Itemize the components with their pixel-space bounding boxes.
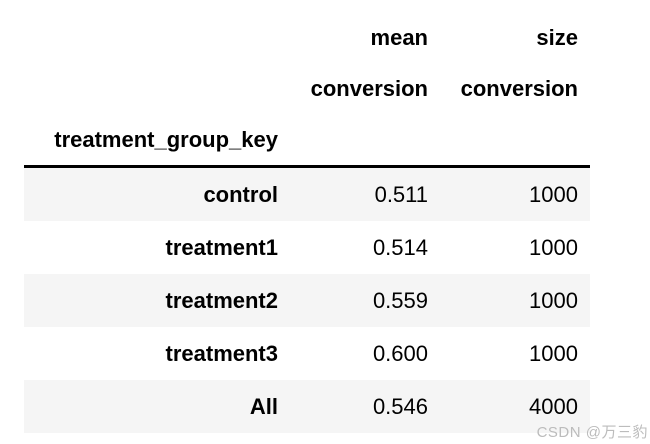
header-row-top: mean size <box>24 12 590 63</box>
dataframe-table: mean size conversion conversion treatmen… <box>24 12 590 433</box>
value-cell-mean-conversion: 0.546 <box>372 393 428 419</box>
index-cell: control <box>203 181 278 207</box>
value-cell-mean-conversion: 0.511 <box>374 181 428 207</box>
blank-corner-cell <box>24 63 290 114</box>
col-subheader-mean-conversion: conversion <box>290 63 440 114</box>
table-row: treatment3 0.600 1000 <box>24 327 590 380</box>
value-cell-mean-conversion: 0.514 <box>372 234 428 260</box>
table-row: control 0.511 1000 <box>24 166 590 221</box>
index-cell: treatment1 <box>165 234 278 260</box>
index-cell: treatment3 <box>165 340 278 366</box>
table-header: mean size conversion conversion treatmen… <box>24 12 590 168</box>
index-name-label: treatment_group_key <box>24 114 290 168</box>
col-header-size: size <box>440 12 590 63</box>
index-cell: treatment2 <box>165 287 278 313</box>
col-subheader-size-conversion: conversion <box>440 63 590 114</box>
value-cell-mean-conversion: 0.600 <box>372 340 428 366</box>
table-row: All 0.546 4000 <box>24 380 590 433</box>
value-cell-size-conversion: 1000 <box>529 234 578 260</box>
value-cell-mean-conversion: 0.559 <box>372 287 428 313</box>
blank-header-cell <box>440 114 590 168</box>
index-cell: All <box>249 393 278 419</box>
blank-corner-cell <box>24 12 290 63</box>
value-cell-size-conversion: 4000 <box>529 393 578 419</box>
table-row: treatment1 0.514 1000 <box>24 221 590 274</box>
header-row-sub: conversion conversion <box>24 63 590 114</box>
table-body: control 0.511 1000 treatment1 0.514 1000… <box>24 166 590 433</box>
blank-header-cell <box>290 114 440 168</box>
index-name-row: treatment_group_key <box>24 114 590 168</box>
col-header-mean: mean <box>290 12 440 63</box>
csdn-watermark: CSDN @万三豹 <box>536 424 648 441</box>
table-row: treatment2 0.559 1000 <box>24 274 590 327</box>
value-cell-size-conversion: 1000 <box>529 340 578 366</box>
value-cell-size-conversion: 1000 <box>529 181 578 207</box>
value-cell-size-conversion: 1000 <box>529 287 578 313</box>
